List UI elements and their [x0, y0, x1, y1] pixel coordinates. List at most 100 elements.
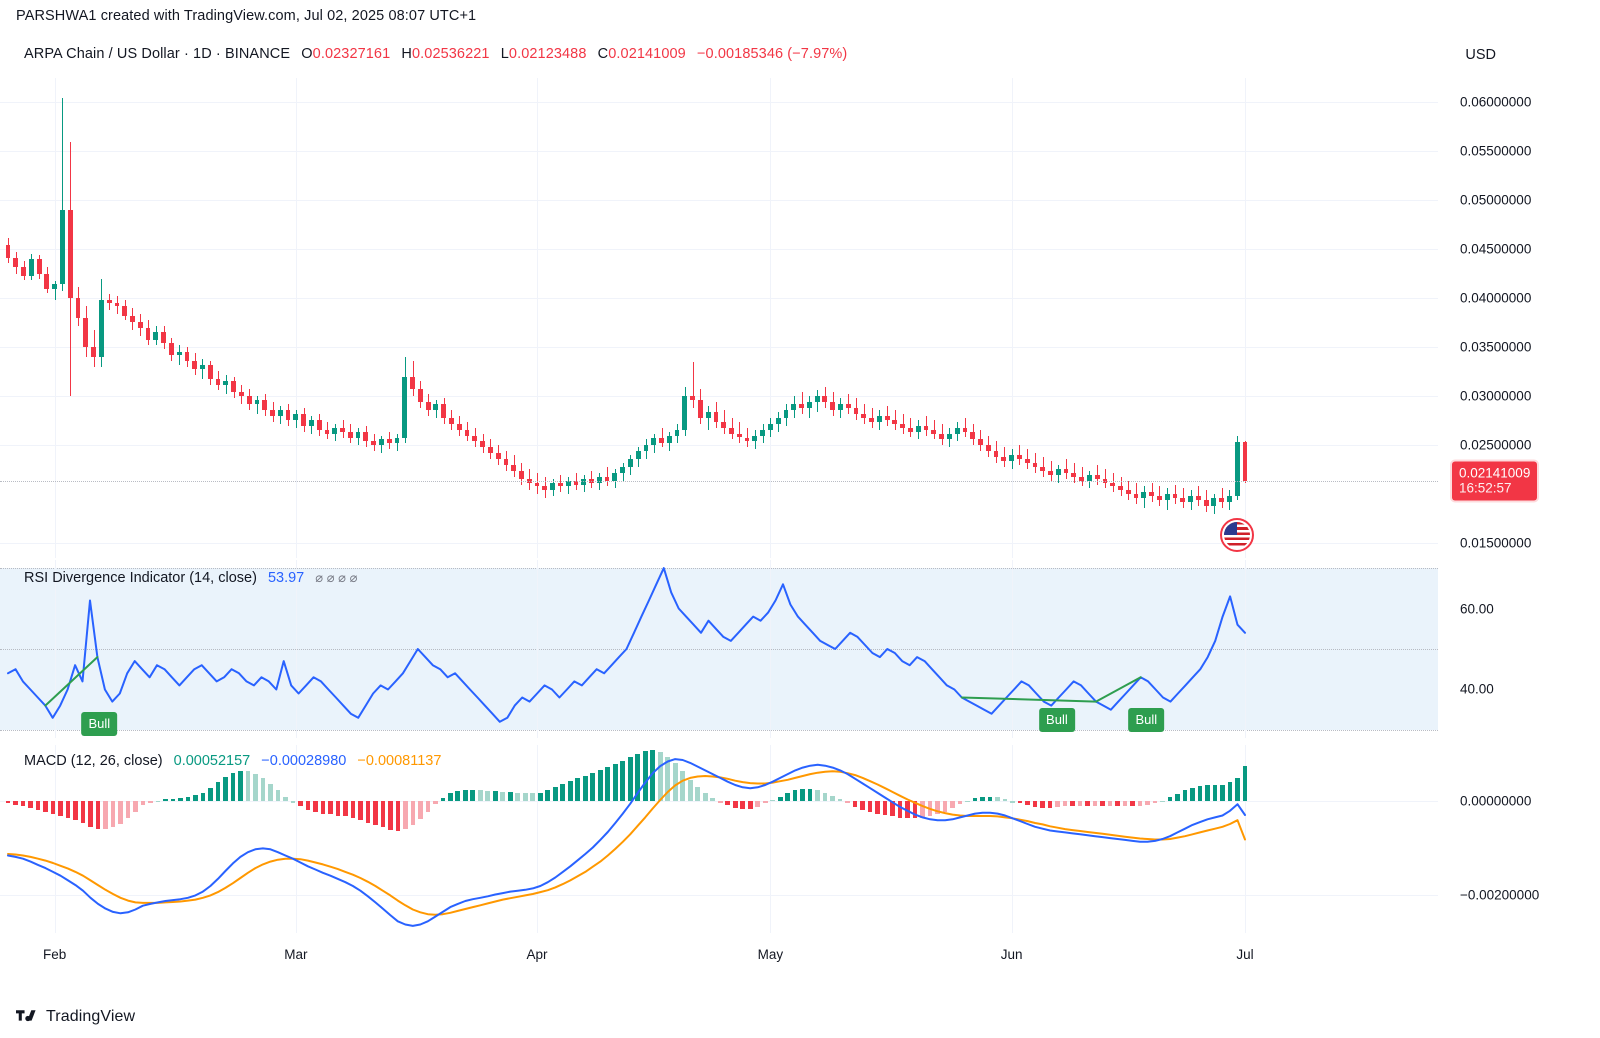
candle-body	[962, 427, 968, 432]
candle-body	[1016, 455, 1022, 460]
macd-histogram-bar	[1085, 801, 1090, 807]
macd-histogram-bar	[492, 791, 498, 802]
candle-wick	[894, 410, 896, 430]
candle-body	[729, 427, 734, 434]
close-key: C	[597, 46, 609, 62]
bull-divergence-label[interactable]: Bull	[1128, 707, 1165, 732]
macd-histogram-bar	[1055, 801, 1060, 807]
open-key: O	[301, 46, 313, 62]
bull-divergence-label[interactable]: Bull	[81, 711, 118, 736]
candle-body	[363, 431, 369, 442]
rsi-axis[interactable]: 60.00 40.00	[1438, 560, 1600, 738]
candle-body	[200, 365, 205, 369]
candle-body	[1234, 442, 1240, 497]
candle-body	[814, 396, 820, 403]
macd-histogram-bar	[380, 801, 386, 828]
current-price-tag[interactable]: 0.02141009 16:52:57	[1452, 461, 1538, 500]
candle-body	[137, 321, 143, 328]
price-gridline	[0, 298, 1438, 300]
macd-histogram-bar	[590, 773, 596, 802]
macd-histogram-bar	[215, 782, 221, 802]
rsi-pane: RSI Divergence Indicator (14, close) 53.…	[0, 560, 1600, 738]
macd-histogram-bar	[987, 796, 993, 802]
candle-body	[355, 431, 361, 438]
macd-histogram-bar	[320, 801, 326, 814]
price-axis-tick: 0.04500000	[1460, 241, 1532, 257]
candle-body	[939, 433, 944, 440]
macd-histogram-bar	[1025, 801, 1030, 806]
symbol-legend[interactable]: ARPA Chain / US Dollar · 1D · BINANCE O0…	[24, 46, 847, 62]
candle-body	[799, 404, 804, 409]
candle-body	[830, 402, 836, 411]
candle-body	[993, 451, 999, 458]
candle-body	[651, 437, 657, 446]
candle-body	[130, 316, 135, 322]
macd-histogram-bar	[1167, 797, 1173, 802]
candle-body	[215, 378, 221, 385]
macd-histogram-bar	[358, 801, 363, 820]
tradingview-logo-text: TradingView	[46, 1008, 136, 1025]
candle-wick	[1128, 480, 1130, 501]
price-gridline	[0, 249, 1438, 251]
macd-histogram-bar	[687, 779, 693, 802]
macd-histogram-bar	[1235, 778, 1240, 802]
economic-event-flag-icon[interactable]	[1220, 518, 1255, 553]
candle-body	[791, 404, 797, 411]
macd-histogram-bar	[388, 801, 393, 830]
time-gridline	[770, 78, 772, 558]
candle-body	[674, 429, 680, 436]
macd-histogram-bar	[522, 793, 528, 802]
candle-body	[954, 427, 960, 434]
macd-histogram-bar	[1062, 801, 1068, 807]
candle-body	[1063, 468, 1069, 473]
time-gridline	[537, 560, 539, 738]
macd-plot[interactable]: MACD (12, 26, close) 0.00052157 −0.00028…	[0, 745, 1438, 933]
macd-histogram-bar	[1040, 801, 1045, 808]
macd-histogram-bar	[867, 801, 873, 812]
macd-legend[interactable]: MACD (12, 26, close) 0.00052157 −0.00028…	[24, 753, 441, 769]
time-axis-tick: Apr	[526, 947, 548, 962]
macd-histogram-bar	[710, 797, 716, 802]
price-axis[interactable]: 0.06000000 0.05500000 0.05000000 0.04500000…	[1438, 78, 1600, 558]
candle-body	[316, 419, 322, 430]
macd-histogram-bar	[13, 801, 18, 805]
macd-histogram-bar	[425, 801, 431, 812]
candle-body	[1149, 492, 1155, 497]
macd-signal-line	[7, 770, 1246, 916]
macd-axis[interactable]: 0.00000000 −0.00200000	[1438, 745, 1600, 933]
macd-histogram-bar	[627, 757, 633, 802]
candle-body	[1024, 459, 1030, 463]
candle-wick	[1081, 466, 1083, 487]
macd-histogram-bar	[313, 801, 318, 812]
candle-body	[627, 459, 633, 467]
candle-wick	[848, 394, 850, 414]
candle-body	[908, 427, 913, 432]
macd-histogram-bar	[455, 791, 461, 802]
candle-body	[332, 427, 338, 434]
candle-body	[604, 476, 610, 481]
currency-label: USD	[1465, 47, 1496, 63]
macd-histogram-bar	[792, 790, 798, 802]
time-axis[interactable]: Feb Mar Apr May Jun Jul	[0, 933, 1438, 973]
time-gridline	[1245, 560, 1246, 738]
bull-divergence-label[interactable]: Bull	[1039, 707, 1075, 732]
macd-histogram-bar	[1017, 801, 1023, 804]
candle-wick	[1174, 484, 1176, 505]
macd-histogram-bar	[732, 801, 738, 808]
open-value: 0.02327161	[312, 46, 391, 62]
rsi-plot[interactable]: RSI Divergence Indicator (14, close) 53.…	[0, 560, 1438, 738]
candle-body	[480, 441, 485, 448]
rsi-legend[interactable]: RSI Divergence Indicator (14, close) 53.…	[24, 570, 357, 586]
macd-histogram-bar	[1100, 801, 1105, 807]
candle-body	[861, 414, 867, 418]
macd-histogram-bar	[1002, 798, 1008, 802]
price-plot[interactable]	[0, 78, 1438, 558]
macd-histogram-bar	[223, 776, 228, 802]
candle-body	[394, 437, 400, 444]
close-value: 0.02141009	[608, 46, 686, 62]
candle-body	[28, 259, 34, 276]
candle-wick	[1120, 476, 1122, 497]
macd-histogram-bar	[755, 801, 760, 807]
candle-wick	[747, 427, 749, 448]
candle-body	[262, 400, 268, 411]
